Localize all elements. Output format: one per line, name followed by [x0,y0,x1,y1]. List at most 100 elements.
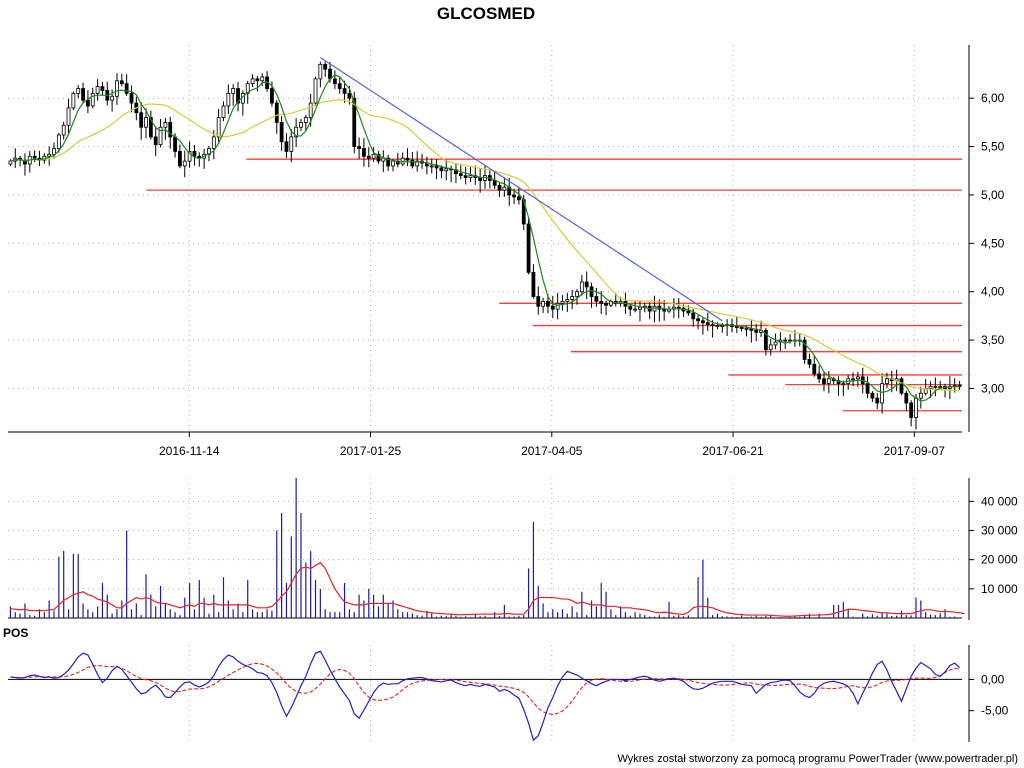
candle-body [812,363,817,375]
candle-body [604,302,608,306]
candle-body [807,359,812,365]
candle-body [352,97,357,147]
y-tick-label: 6,00 [981,91,1005,105]
candle-body [904,392,909,404]
candle-body [216,117,221,138]
candle-body [178,151,182,167]
candle-body [250,78,255,85]
volume-y-ticks: 10 000 20 000 30 000 40 000 [969,494,1018,596]
y-tick-label: 40 000 [981,494,1018,508]
candle-body [628,305,633,310]
y-tick-label: 20 000 [981,553,1018,567]
candle-body [826,378,831,385]
candle-body [870,392,875,399]
candle-body [497,184,502,191]
y-tick-label: 0,00 [981,672,1005,686]
candle-body [115,80,119,97]
price-panel: GLCOSMED 3,00 3,50 4,00 4,50 5,00 5,50 6,00 20… [8,4,1005,458]
trend-line [320,57,723,322]
price-x-ticks: 2016-11-14 2017-01-25 2017-04-05 2017-06-21… [159,432,945,458]
candle-body [502,186,507,191]
candle-body [124,83,129,94]
candle-body [90,92,95,107]
volume-avg-line [10,561,965,617]
candle-body [95,86,100,94]
candle-body [575,291,579,297]
candle-body [158,126,163,146]
candle-body [76,88,81,94]
candle-body [938,386,943,388]
candle-body [817,373,822,380]
candle-body [744,328,749,330]
candle-body [139,112,144,128]
candle-body [182,160,187,167]
candle-body [928,386,933,389]
candle-body [768,344,773,351]
candle-body [468,175,473,178]
candle-body [323,63,328,70]
candle-body [933,386,938,388]
candle-body [337,83,342,89]
candle-body [875,397,880,404]
candle-body [260,76,265,82]
candle-body [163,122,168,128]
candles [8,61,962,430]
candle-body [434,165,439,169]
y-tick-label: 5,50 [981,140,1005,154]
candle-body [701,320,705,324]
candle-body [516,196,521,201]
pos-panel: POS 0,00 -5,00 [3,626,1009,742]
candle-body [119,80,124,85]
candle-body [773,341,778,346]
y-tick-label: 10 000 [981,582,1018,596]
candle-body [284,141,289,152]
candle-body [444,168,449,172]
y-tick-label: 5,00 [981,188,1005,202]
candle-body [463,175,468,178]
candle-body [754,330,759,333]
x-tick-label: 2017-06-21 [702,444,764,458]
x-tick-label: 2017-09-07 [884,444,946,458]
candle-body [100,86,105,91]
chart-title: GLCOSMED [437,4,535,23]
x-tick-label: 2017-04-05 [521,444,583,458]
candle-body [192,151,197,157]
candle-body [342,88,347,94]
candle-body [841,383,846,386]
candle-body [129,92,134,104]
candle-body [715,325,720,327]
candle-body [66,107,71,126]
candle-body [802,339,807,360]
candle-body [386,157,391,167]
candle-body [405,157,410,161]
y-tick-label: -5,00 [981,704,1009,718]
candle-body [865,383,870,394]
candle-body [492,180,497,186]
candle-body [81,88,85,101]
candle-body [357,146,361,149]
support-lines [146,158,962,412]
candle-body [546,300,550,307]
candle-body [783,339,788,342]
candle-body [362,148,366,157]
candle-body [594,296,599,302]
candle-body [221,105,226,118]
x-tick-label: 2016-11-14 [159,444,220,458]
candle-body [633,308,638,311]
pos-title: POS [3,626,28,640]
candle-body [550,305,555,310]
y-tick-label: 3,00 [981,381,1005,395]
candle-body [226,92,231,107]
candle-body [478,177,483,181]
candle-body [173,136,177,152]
pos-line [10,650,960,742]
candle-body [299,122,303,128]
candle-body [308,102,313,118]
sma-long-line [10,99,960,392]
candle-body [313,78,318,104]
candle-body [914,397,918,418]
price-y-ticks: 3,00 3,50 4,00 4,50 5,00 5,50 6,00 [969,91,1005,395]
candle-body [294,126,299,138]
candle-body [512,194,516,198]
candle-body [391,160,395,167]
